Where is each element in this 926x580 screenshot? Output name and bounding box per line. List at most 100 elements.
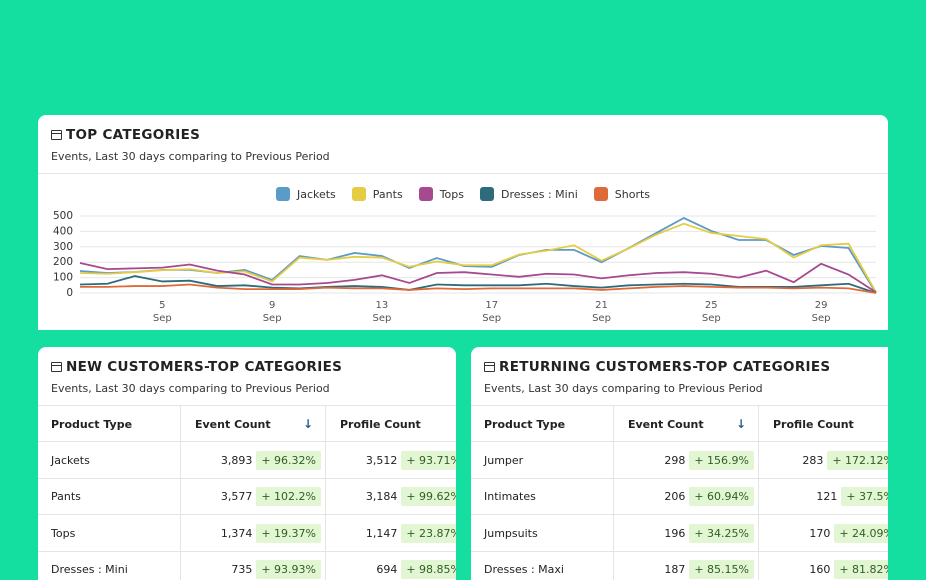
product-type: Tops [51,526,76,540]
top-card: TOP CATEGORIES Events, Last 30 days comp… [38,115,888,330]
count: 3,577 [220,490,253,503]
change-badge: + 85.15% [689,560,754,579]
legend-swatch [275,187,290,201]
count: 1,147 [365,526,398,540]
cell: 694 + 98.85% [326,552,456,580]
cell: Jumper [471,442,614,478]
divider [38,173,888,174]
header-cell: Product Type [471,406,614,442]
header-label: Profile Count [340,417,421,431]
product-type: Pants [51,490,81,503]
table-row: Jackets 3,893 + 96.32% 3,512 + 93.71% [38,441,456,478]
cell: 3,184 + 99.62% [326,479,456,515]
legend-item: Pants [351,187,403,201]
cell: 1,374 + 19.37% [181,515,326,551]
count: 121 [816,490,838,503]
header-cell: Profile Count [759,406,888,442]
change-badge: + 19.37% [256,523,321,543]
product-type: Dresses : Mini [51,563,128,576]
cell: 3,577 + 102.2% [181,478,326,515]
sort-arrow[interactable]: ↓ [735,417,746,431]
y-tick-label: 300 [53,241,73,253]
count: 196 [664,526,686,540]
cell: Pants [38,478,181,515]
change-badge: + 93.93% [256,560,321,579]
table-header: Product Type Event Count ↓ Profile Count [471,405,888,442]
cell: Dresses : Maxi [471,551,614,580]
sort-arrow[interactable]: ↓ [302,417,313,431]
card-title: TOP CATEGORIES [66,127,201,143]
y-tick-label: 0 [66,287,73,299]
series-line [79,275,877,294]
table-row: Tops 1,374 + 19.37% 1,147 + 23.87% [38,514,456,551]
cell: Tops [38,515,181,551]
legend-swatch [593,187,608,201]
y-tick-label: 500 [53,210,73,222]
x-tick-label: 17 Sep [482,300,502,324]
cell: 196 + 34.25% [614,515,759,551]
header-cell: Product Type [38,406,181,442]
product-type: Dresses : Maxi [484,563,564,576]
change-badge: + 93.71% [401,450,456,470]
change-badge: + 24.09% [834,523,888,543]
panel-subtitle: Events, Last 30 days comparing to Previo… [484,382,763,395]
series-line [79,262,877,293]
card-subtitle: Events, Last 30 days comparing to Previo… [51,150,330,163]
cell: 121+ 37.5% [759,479,888,515]
change-badge: + 60.94% [689,487,754,506]
series-line [80,283,877,294]
legend-label: Shorts [614,187,651,201]
header-cell: Event Count ↓ [181,406,326,442]
table-row: Pants 3,577 + 102.2% 3,184 + 99.62% [38,477,456,515]
count: 1,374 [220,526,253,540]
count: 298 [664,453,686,467]
legend-label: Pants [372,187,403,201]
table-header: Product Type Event Count ↓ Profile Count [38,405,456,442]
y-tick-label: 100 [53,272,73,284]
calendar-icon [51,130,62,140]
cell: 170+ 24.09% [759,515,888,551]
cell: 187 + 85.15% [614,551,759,580]
legend-label: Dresses : Mini [501,187,578,201]
count: 187 [664,563,686,576]
panel-title: RETURNING CUSTOMERS-TOP CATEGORIES [499,359,831,375]
change-badge: + 99.62% [401,487,456,506]
product-type: Jumper [484,453,524,467]
y-tick-label: 400 [53,225,73,237]
x-tick-label: 9 Sep [262,300,282,324]
x-tick-label: 21 Sep [592,300,611,324]
legend-item: Shorts [593,187,651,201]
header-label: Profile Count [773,417,854,431]
count: 206 [664,490,686,503]
count: 735 [231,563,253,576]
product-type: Intimates [484,490,536,503]
cell: 1,147 + 23.87% [326,515,456,551]
change-badge: + 81.82% [834,560,888,579]
product-type: Jackets [51,453,90,467]
y-tick-label: 200 [53,256,73,268]
count: 3,893 [220,453,253,467]
table-row: Intimates 206+ 60.94% 121+ 37.5% [471,477,888,515]
change-badge: + 98.85% [401,560,456,579]
panel: NEW CUSTOMERS-TOP CATEGORIES Events, Last… [38,347,456,580]
cell: 735 + 93.93% [181,551,326,580]
legend-swatch [351,187,366,201]
legend: Jackets Pants Tops Dresses : Mini Shorts [38,187,888,201]
cell: 160+ 81.82% [759,552,888,580]
legend-swatch [418,187,433,201]
header-label: Product Type [51,417,133,431]
x-tick-label: 5 Sep [152,300,172,324]
cell: Jumpsuits [471,515,614,551]
header-label: Event Count [628,417,704,431]
legend-item: Jackets [275,187,336,201]
cell: Jackets [38,442,181,478]
calendar-icon [51,362,62,372]
change-badge: + 23.87% [401,523,456,543]
change-badge: + 172.12% [827,450,888,470]
legend-label: Tops [439,187,464,201]
product-type: Jumpsuits [484,526,538,540]
legend-item: Tops [418,187,464,201]
cell: Intimates [471,478,614,515]
table-row: Jumpsuits 196+ 34.25%170+ 24.09% [471,514,888,551]
